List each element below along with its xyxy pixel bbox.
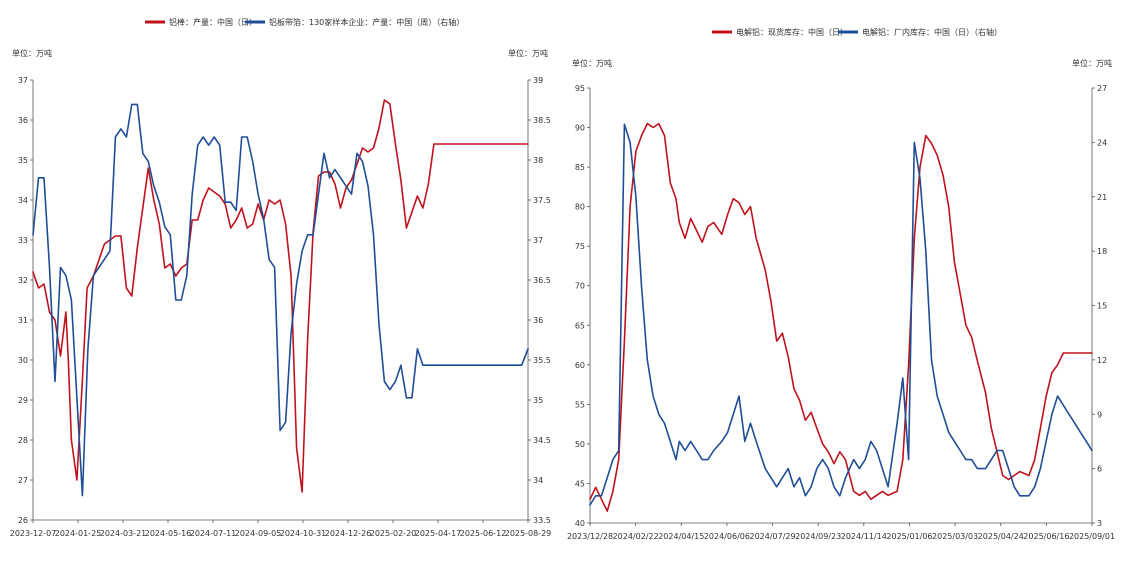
left-y-tick-label: 85 bbox=[575, 163, 585, 172]
x-tick-label: 2024-10-31 bbox=[280, 529, 327, 538]
legend-label: 铝棒：产量：中国（日） bbox=[169, 17, 257, 27]
left-y-tick-label: 30 bbox=[18, 356, 28, 365]
right-y-tick-label: 3 bbox=[1097, 519, 1102, 528]
series-line-left-axis bbox=[32, 99, 529, 493]
left-panel-chart: 26 27 28 29 30 31 32 33 34 35 36 37 33.5 34 34.5 35 35.5… bbox=[10, 17, 552, 538]
x-tick-label: 2023/12/28 bbox=[567, 532, 613, 541]
left-y-tick-label: 29 bbox=[18, 396, 28, 405]
x-tick-label: 2025/01/06 bbox=[886, 532, 932, 541]
left-y-tick-label: 36 bbox=[18, 116, 28, 125]
left-y-tick-label: 60 bbox=[575, 361, 585, 370]
left-y-tick-label: 50 bbox=[575, 440, 585, 449]
x-tick-label: 2024/02/22 bbox=[613, 532, 659, 541]
x-tick-label: 2024/04/15 bbox=[658, 532, 704, 541]
x-tick-label: 2024-09-05 bbox=[235, 529, 282, 538]
right-y-tick-label: 35.5 bbox=[533, 356, 551, 365]
series-line-left-axis bbox=[589, 122, 1093, 512]
right-y-tick-label: 37 bbox=[533, 236, 543, 245]
x-tick-label: 2025/09/01 bbox=[1069, 532, 1115, 541]
right-y-tick-label: 34 bbox=[533, 476, 543, 485]
x-tick-label: 2024/07/29 bbox=[749, 532, 795, 541]
x-tick-label: 2024/11/14 bbox=[841, 532, 887, 541]
left-y-tick-label: 26 bbox=[18, 516, 28, 525]
right-y-tick-label: 39 bbox=[533, 76, 543, 85]
x-tick-label: 2025/06/16 bbox=[1023, 532, 1069, 541]
left-y-tick-label: 40 bbox=[575, 519, 585, 528]
x-tick-label: 2025-08-29 bbox=[505, 529, 552, 538]
right-y-tick-label: 38.5 bbox=[533, 116, 551, 125]
left-y-tick-label: 34 bbox=[18, 196, 28, 205]
x-tick-label: 2024-03-21 bbox=[100, 529, 147, 538]
left-y-tick-label: 31 bbox=[18, 316, 28, 325]
right-y-tick-label: 6 bbox=[1097, 465, 1102, 474]
left-y-tick-label: 95 bbox=[575, 84, 585, 93]
x-tick-label: 2025-02-20 bbox=[370, 529, 417, 538]
right-panel-unit-right: 单位：万吨 bbox=[1072, 58, 1112, 68]
right-y-tick-label: 37.5 bbox=[533, 196, 551, 205]
right-y-tick-label: 33.5 bbox=[533, 516, 551, 525]
x-tick-label: 2023-12-07 bbox=[10, 529, 57, 538]
x-tick-label: 2025/03/03 bbox=[932, 532, 978, 541]
right-y-tick-label: 36.5 bbox=[533, 276, 551, 285]
left-y-tick-label: 28 bbox=[18, 436, 28, 445]
left-y-tick-label: 65 bbox=[575, 321, 585, 330]
legend-label: 电解铝：现货库存：中国（日） bbox=[736, 27, 848, 37]
series-line-right-axis bbox=[32, 103, 529, 497]
right-y-tick-label: 12 bbox=[1097, 356, 1107, 365]
legend-label: 铝板带箔：130家样本企业：产量：中国（周）（右轴） bbox=[269, 17, 464, 27]
x-tick-label: 2025-04-17 bbox=[415, 529, 462, 538]
right-y-tick-label: 18 bbox=[1097, 247, 1107, 256]
left-panel-unit-right: 单位：万吨 bbox=[508, 48, 548, 58]
right-y-tick-label: 24 bbox=[1097, 138, 1107, 147]
x-tick-label: 2024-12-26 bbox=[325, 529, 372, 538]
x-tick-label: 2024-07-11 bbox=[190, 529, 237, 538]
left-y-tick-label: 45 bbox=[575, 479, 585, 488]
left-y-tick-label: 32 bbox=[18, 276, 28, 285]
x-tick-label: 2024/09/23 bbox=[795, 532, 841, 541]
left-y-tick-label: 27 bbox=[18, 476, 28, 485]
right-y-tick-label: 38 bbox=[533, 156, 543, 165]
right-y-tick-label: 36 bbox=[533, 316, 543, 325]
x-tick-label: 2024-01-25 bbox=[55, 529, 102, 538]
x-tick-label: 2024-05-16 bbox=[145, 529, 192, 538]
left-y-tick-label: 90 bbox=[575, 124, 585, 133]
x-tick-label: 2024/06/06 bbox=[704, 532, 750, 541]
left-y-tick-label: 55 bbox=[575, 400, 585, 409]
left-y-tick-label: 37 bbox=[18, 76, 28, 85]
right-y-tick-label: 9 bbox=[1097, 410, 1102, 419]
x-tick-label: 2025/04/24 bbox=[978, 532, 1024, 541]
legend-label: 电解铝：厂内库存：中国（日）（右轴） bbox=[862, 27, 1002, 37]
left-y-tick-label: 80 bbox=[575, 203, 585, 212]
x-tick-label: 2025-06-12 bbox=[460, 529, 507, 538]
series-line-right-axis bbox=[589, 123, 1093, 506]
right-y-tick-label: 21 bbox=[1097, 193, 1107, 202]
right-panel-chart: 40 45 50 55 60 65 70 75 80 85 90 95 3 6 9 12 15 18 21 24 27 2… bbox=[567, 27, 1115, 541]
left-panel-unit-left: 单位：万吨 bbox=[12, 48, 52, 58]
right-panel-unit-left: 单位：万吨 bbox=[572, 58, 612, 68]
left-y-tick-label: 70 bbox=[575, 282, 585, 291]
right-y-tick-label: 35 bbox=[533, 396, 543, 405]
right-y-tick-label: 27 bbox=[1097, 84, 1107, 93]
left-y-tick-label: 33 bbox=[18, 236, 28, 245]
right-y-tick-label: 34.5 bbox=[533, 436, 551, 445]
right-y-tick-label: 15 bbox=[1097, 302, 1107, 311]
left-y-tick-label: 35 bbox=[18, 156, 28, 165]
left-y-tick-label: 75 bbox=[575, 242, 585, 251]
